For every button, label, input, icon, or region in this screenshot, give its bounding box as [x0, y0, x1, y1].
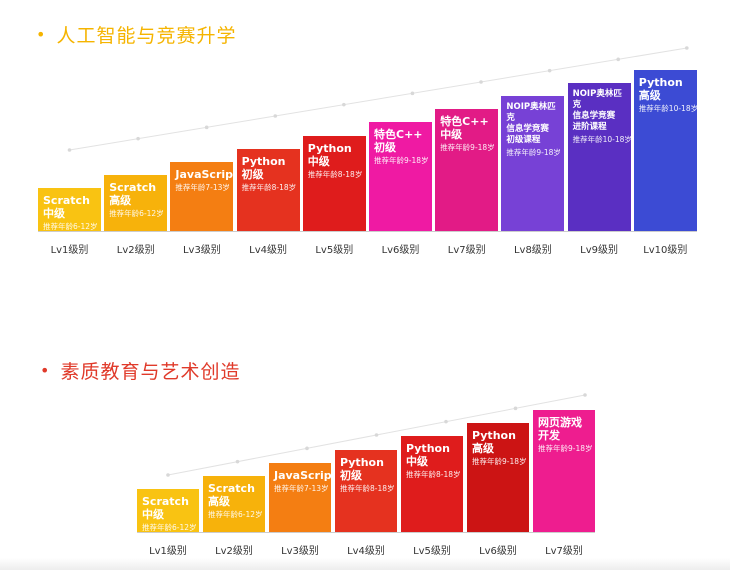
course-name: Scratch 中级: [142, 495, 189, 521]
course-age-range: 推荐年龄8-18岁: [241, 182, 297, 192]
course-name: Scratch 高级: [208, 481, 255, 508]
course-step-card: Scratch 高级 推荐年龄6-12岁: [203, 475, 265, 532]
course-name: JavaScript: [274, 468, 331, 482]
course-step-card: 特色C++ 中级 推荐年龄9-18岁: [435, 109, 499, 231]
level-label: Lv5级别: [315, 245, 354, 256]
course-age-range: 推荐年龄10-18岁: [638, 104, 697, 113]
course-age-range: 推荐年龄6-12岁: [208, 509, 263, 519]
course-name: 特色C++ 初级: [374, 128, 423, 155]
course-name: JavaScript: [175, 167, 234, 181]
course-name: Python 高级: [638, 76, 683, 102]
course-name: Python 初级: [241, 154, 286, 181]
course-step-card: Scratch 中级推荐年龄6-12岁: [38, 188, 101, 231]
course-step-card: NOIP奥林匹克 信息学竞赛 进阶课程推荐年龄10-18岁: [567, 83, 631, 231]
level-label: Lv6级别: [381, 245, 420, 256]
course-age-range: 推荐年龄9-18岁: [440, 143, 495, 153]
level-label: Lv4级别: [347, 546, 385, 557]
level-label: Lv4级别: [249, 245, 288, 256]
level-label: Lv9级别: [580, 245, 619, 256]
course-step-card: JavaScript 推荐年龄7-13岁: [170, 161, 234, 231]
course-name: Scratch 中级: [43, 194, 90, 220]
course-age-range: 推荐年龄9-18岁: [506, 148, 561, 158]
level-label: Lv3级别: [182, 245, 221, 256]
course-step-card: Python 高级推荐年龄10-18岁: [633, 70, 697, 231]
staircase-baseline: [137, 532, 595, 533]
course-age-range: 推荐年龄6-12岁: [109, 208, 164, 218]
course-name: Python 中级: [406, 442, 450, 469]
course-name: Python 高级: [472, 429, 516, 456]
section-title-ai: • 人工智能与竞赛升学: [36, 21, 236, 48]
course-step-card: Scratch 高级 推荐年龄6-12岁: [104, 174, 168, 231]
section-title-text: 人工智能与竞赛升学: [56, 25, 237, 47]
course-age-range: 推荐年龄6-12岁: [43, 222, 98, 231]
course-age-range: 推荐年龄7-13岁: [175, 182, 230, 192]
course-age-range: 推荐年龄9-18岁: [374, 156, 429, 166]
course-age-range: 推荐年龄8-18岁: [406, 470, 461, 480]
staircase-baseline: [38, 231, 697, 232]
level-label: Lv2级别: [116, 245, 155, 256]
course-age-range: 推荐年龄7-13岁: [274, 483, 329, 493]
course-name: 特色C++ 中级: [440, 115, 489, 142]
level-label: Lv6级别: [479, 546, 517, 557]
level-label: Lv2级别: [215, 546, 253, 557]
level-label: Lv3级别: [281, 546, 319, 557]
course-step-card: JavaScript 推荐年龄7-13岁: [269, 462, 331, 532]
section-title-arts: • 素质教育与艺术创造: [40, 357, 240, 384]
course-step-card: Python 中级 推荐年龄8-18岁: [302, 135, 366, 231]
course-name: Scratch 高级: [109, 180, 157, 207]
course-name: 网页游戏 开发: [538, 416, 582, 442]
course-name: Python 中级: [307, 141, 352, 168]
bullet-dot-icon: •: [36, 25, 47, 44]
course-step-card: Scratch 中级推荐年龄6-12岁: [137, 489, 199, 532]
level-label: Lv8级别: [513, 245, 552, 256]
course-name: Python 初级: [340, 455, 384, 482]
course-step-card: NOIP奥林匹克 信息学竞赛 初级课程推荐年龄9-18岁: [501, 96, 565, 231]
course-name: NOIP奥林匹克 信息学竞赛 进阶课程: [572, 89, 622, 133]
course-step-card: Python 初级 推荐年龄8-18岁: [236, 148, 300, 231]
course-name: NOIP奥林匹克 信息学竞赛 初级课程: [506, 102, 556, 146]
level-label: Lv7级别: [447, 245, 486, 256]
section-title-text: 素质教育与艺术创造: [60, 361, 241, 383]
bullet-dot-icon: •: [40, 361, 51, 380]
course-step-card: Python 初级 推荐年龄8-18岁: [335, 449, 397, 532]
course-age-range: 推荐年龄10-18岁: [572, 135, 631, 145]
course-age-range: 推荐年龄6-12岁: [142, 523, 197, 532]
level-label: Lv7级别: [545, 546, 583, 557]
course-step-card: 网页游戏 开发推荐年龄9-18岁: [533, 410, 595, 532]
level-label: Lv1级别: [50, 245, 89, 256]
level-label: Lv1级别: [149, 546, 187, 557]
course-age-range: 推荐年龄9-18岁: [472, 457, 527, 467]
course-age-range: 推荐年龄9-18岁: [538, 444, 593, 453]
level-label: Lv10级别: [643, 245, 688, 256]
course-step-card: 特色C++ 初级 推荐年龄9-18岁: [369, 122, 432, 231]
course-age-range: 推荐年龄8-18岁: [340, 483, 395, 493]
course-age-range: 推荐年龄8-18岁: [307, 169, 363, 179]
course-step-card: Python 中级 推荐年龄8-18岁: [401, 436, 463, 532]
level-label: Lv5级别: [413, 546, 451, 557]
bottom-fade: [0, 558, 730, 570]
course-step-card: Python 高级 推荐年龄9-18岁: [467, 423, 529, 532]
